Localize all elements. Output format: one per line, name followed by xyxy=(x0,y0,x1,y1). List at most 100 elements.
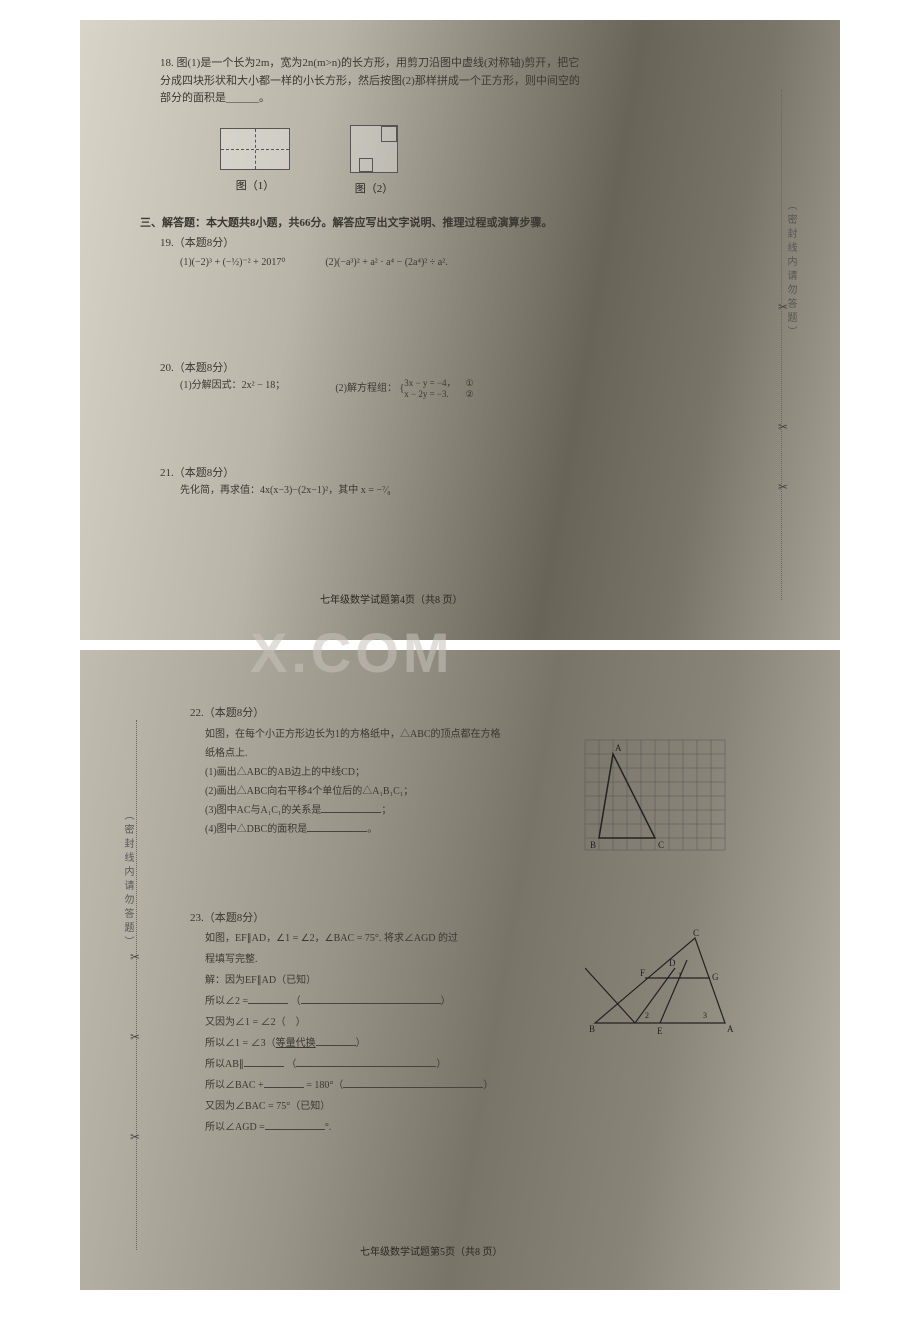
equation-system: { 3x − y = −4， x − 2y = −3. xyxy=(399,378,455,400)
question-21-text: 先化简，再求值：4x(x−3)−(2x−1)²，其中 x = −⁷⁄₈ xyxy=(180,483,580,499)
question-23-body: 如图，EF∥AD，∠1 = ∠2，∠BAC = 75°. 将求∠AGD 的过 程… xyxy=(205,928,505,1138)
q22-sub1: (1)画出△ABC的AB边上的中线CD； xyxy=(205,763,505,782)
eq1: 3x − y = −4， xyxy=(404,378,455,388)
page-container: （密封线内请勿答题） ✂ ✂ ✂ 18. 图(1)是一个长为2m，宽为2n(m>… xyxy=(0,20,920,1290)
inner-square xyxy=(381,126,397,142)
blank xyxy=(248,992,288,1004)
q18-diagrams: 图（1） 图（2） xyxy=(220,125,520,199)
q22-sub3-text: (3)图中AC与A₁C₁的关系是 xyxy=(205,805,321,816)
blank xyxy=(343,1076,483,1088)
t: ） xyxy=(483,1080,493,1091)
t: = 180°（ xyxy=(306,1080,343,1091)
q23-triangle-figure: B A C D F G E 1 2 3 xyxy=(585,928,735,1038)
q22-sub2: (2)画出△ABC向右平移4个单位后的△A₁B₁C₁； xyxy=(205,782,505,801)
blank xyxy=(264,1076,304,1088)
question-19-header: 19.（本题8分） xyxy=(160,235,600,253)
q23-line4: 所以∠1 = ∠3（等量代换 ） xyxy=(205,1033,505,1054)
q23-intro2: 程填写完整. xyxy=(205,949,505,970)
diagram-1: 图（1） xyxy=(220,128,290,196)
angle-3: 3 xyxy=(703,1011,707,1020)
scissor-icon: ✂ xyxy=(778,480,788,495)
diagram-2-label: 图（2） xyxy=(355,181,394,199)
q22-sub4-text: (4)图中△DBC的面积是 xyxy=(205,824,307,835)
scissor-icon: ✂ xyxy=(130,1130,140,1145)
t: （ xyxy=(291,996,301,1007)
circled-1: ① xyxy=(466,378,474,389)
circled-2: ② xyxy=(466,389,474,400)
q23-intro-1: 如图，EF∥AD，∠1 = ∠2，∠BAC = 75°. 将求∠AGD 的过 xyxy=(205,933,458,944)
diagram-2: 图（2） xyxy=(350,125,398,199)
q18-number: 18. xyxy=(160,57,174,69)
t: °. xyxy=(325,1122,332,1133)
q22-sub4: (4)图中△DBC的面积是 。 xyxy=(205,820,505,839)
q22-sub3-end: ； xyxy=(381,805,391,816)
blank xyxy=(244,1055,284,1067)
scissor-icon: ✂ xyxy=(778,300,788,315)
triangle-svg: B A C D F G E 1 2 3 xyxy=(585,928,735,1038)
q23-line1: 解：因为EF∥AD（已知） xyxy=(205,970,505,991)
label-B: B xyxy=(590,840,596,850)
question-20-parts: (1)分解因式：2x² − 18； (2)解方程组： { 3x − y = −4… xyxy=(180,378,600,400)
label-B: B xyxy=(589,1024,595,1034)
label-A: A xyxy=(615,743,622,753)
inner-square xyxy=(359,158,373,172)
t: 等量代换 xyxy=(276,1038,316,1049)
question-22-body: 如图，在每个小正方形边长为1的方格纸中，△ABC的顶点都在方格纸格点上. (1)… xyxy=(205,725,505,839)
section-3-header: 三、解答题：本大题共8小题，共66分。解答应写出文字说明、推理过程或演算步骤。 xyxy=(140,215,580,233)
label-A: A xyxy=(727,1024,734,1034)
t: （ xyxy=(286,1059,296,1070)
q20-part2: (2)解方程组： { 3x − y = −4， x − 2y = −3. ① ② xyxy=(335,378,473,400)
q23-line5: 所以AB∥ （） xyxy=(205,1054,505,1075)
watermark-text: X.COM xyxy=(250,620,454,685)
question-20-header: 20.（本题8分） xyxy=(160,360,600,378)
margin-line-left xyxy=(136,720,137,1250)
q22-intro: 如图，在每个小正方形边长为1的方格纸中，△ABC的顶点都在方格纸格点上. xyxy=(205,725,505,763)
blank xyxy=(296,1055,436,1067)
t: 所以AB∥ xyxy=(205,1059,244,1070)
scissor-icon: ✂ xyxy=(130,1030,140,1045)
scan-page-top: （密封线内请勿答题） ✂ ✂ ✂ 18. 图(1)是一个长为2m，宽为2n(m>… xyxy=(80,20,840,640)
q22-sub3: (3)图中AC与A₁C₁的关系是 ； xyxy=(205,801,505,820)
angle-1: 1 xyxy=(678,971,682,980)
scissor-icon: ✂ xyxy=(778,420,788,435)
q20-part1: (1)分解因式：2x² − 18； xyxy=(180,378,285,400)
label-G: G xyxy=(712,972,719,982)
t: ） xyxy=(441,996,451,1007)
q23-line7: 又因为∠BAC = 75°（已知） xyxy=(205,1096,505,1117)
margin-line-right xyxy=(781,90,782,600)
blank xyxy=(307,820,367,832)
q19-part1: (1)(−2)³ + (−½)⁻² + 2017⁰ xyxy=(180,255,285,271)
page-footer-bottom: 七年级数学试题第5页（共8 页） xyxy=(360,1245,503,1261)
blank xyxy=(265,1118,325,1130)
q23-intro: 如图，EF∥AD，∠1 = ∠2，∠BAC = 75°. 将求∠AGD 的过 xyxy=(205,928,505,949)
rect-figure-1 xyxy=(220,128,290,170)
q22-grid-figure: A B C xyxy=(580,735,730,855)
margin-note-left: （密封线内请勿答题） xyxy=(120,810,135,950)
t: 所以∠1 = ∠3（ xyxy=(205,1038,276,1049)
q18-text: 图(1)是一个长为2m，宽为2n(m>n)的长方形，用剪刀沿图中虚线(对称轴)剪… xyxy=(160,57,580,104)
q23-line2: 所以∠2 = （ ） xyxy=(205,991,505,1012)
blank xyxy=(321,801,381,813)
square-figure-2 xyxy=(350,125,398,173)
question-23-header: 23.（本题8分） xyxy=(190,910,610,928)
q19-part2: (2)(−a³)² + a² · a⁴ − (2a⁴)² ÷ a². xyxy=(325,255,447,271)
question-21-header: 21.（本题8分） xyxy=(160,465,600,483)
scan-page-bottom: （密封线内请勿答题） ✂ ✂ ✂ 22.（本题8分） 如图，在每个小正方形边长为… xyxy=(80,650,840,1290)
q20-part2-label: (2)解方程组： xyxy=(335,383,397,394)
diagram-1-label: 图（1） xyxy=(236,178,275,196)
page-footer-top: 七年级数学试题第4页（共8 页） xyxy=(320,593,463,609)
t: 所以∠BAC + xyxy=(205,1080,264,1091)
q22-sub4-end: 。 xyxy=(367,824,377,835)
t: 所以∠2 = xyxy=(205,996,248,1007)
label-C: C xyxy=(693,928,699,938)
t: ） xyxy=(356,1038,366,1049)
label-C: C xyxy=(658,840,664,850)
q23-line6: 所以∠BAC + = 180°（ ） xyxy=(205,1075,505,1096)
label-F: F xyxy=(640,968,645,978)
t: 所以∠AGD = xyxy=(205,1122,265,1133)
label-E: E xyxy=(657,1026,663,1036)
scissor-icon: ✂ xyxy=(130,950,140,965)
margin-note-right: （密封线内请勿答题） xyxy=(783,200,798,340)
q23-line3: 又因为∠1 = ∠2（ ） xyxy=(205,1012,505,1033)
blank xyxy=(316,1034,356,1046)
